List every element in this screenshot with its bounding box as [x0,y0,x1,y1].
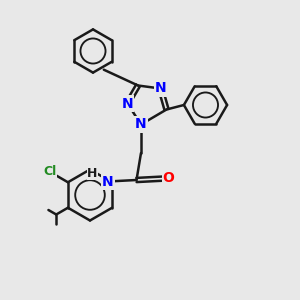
Text: N: N [135,118,147,131]
Text: N: N [122,97,133,110]
Text: N: N [102,175,114,188]
Text: Cl: Cl [43,165,56,178]
Text: O: O [163,172,175,185]
Text: N: N [155,82,166,95]
Text: H: H [87,167,98,180]
